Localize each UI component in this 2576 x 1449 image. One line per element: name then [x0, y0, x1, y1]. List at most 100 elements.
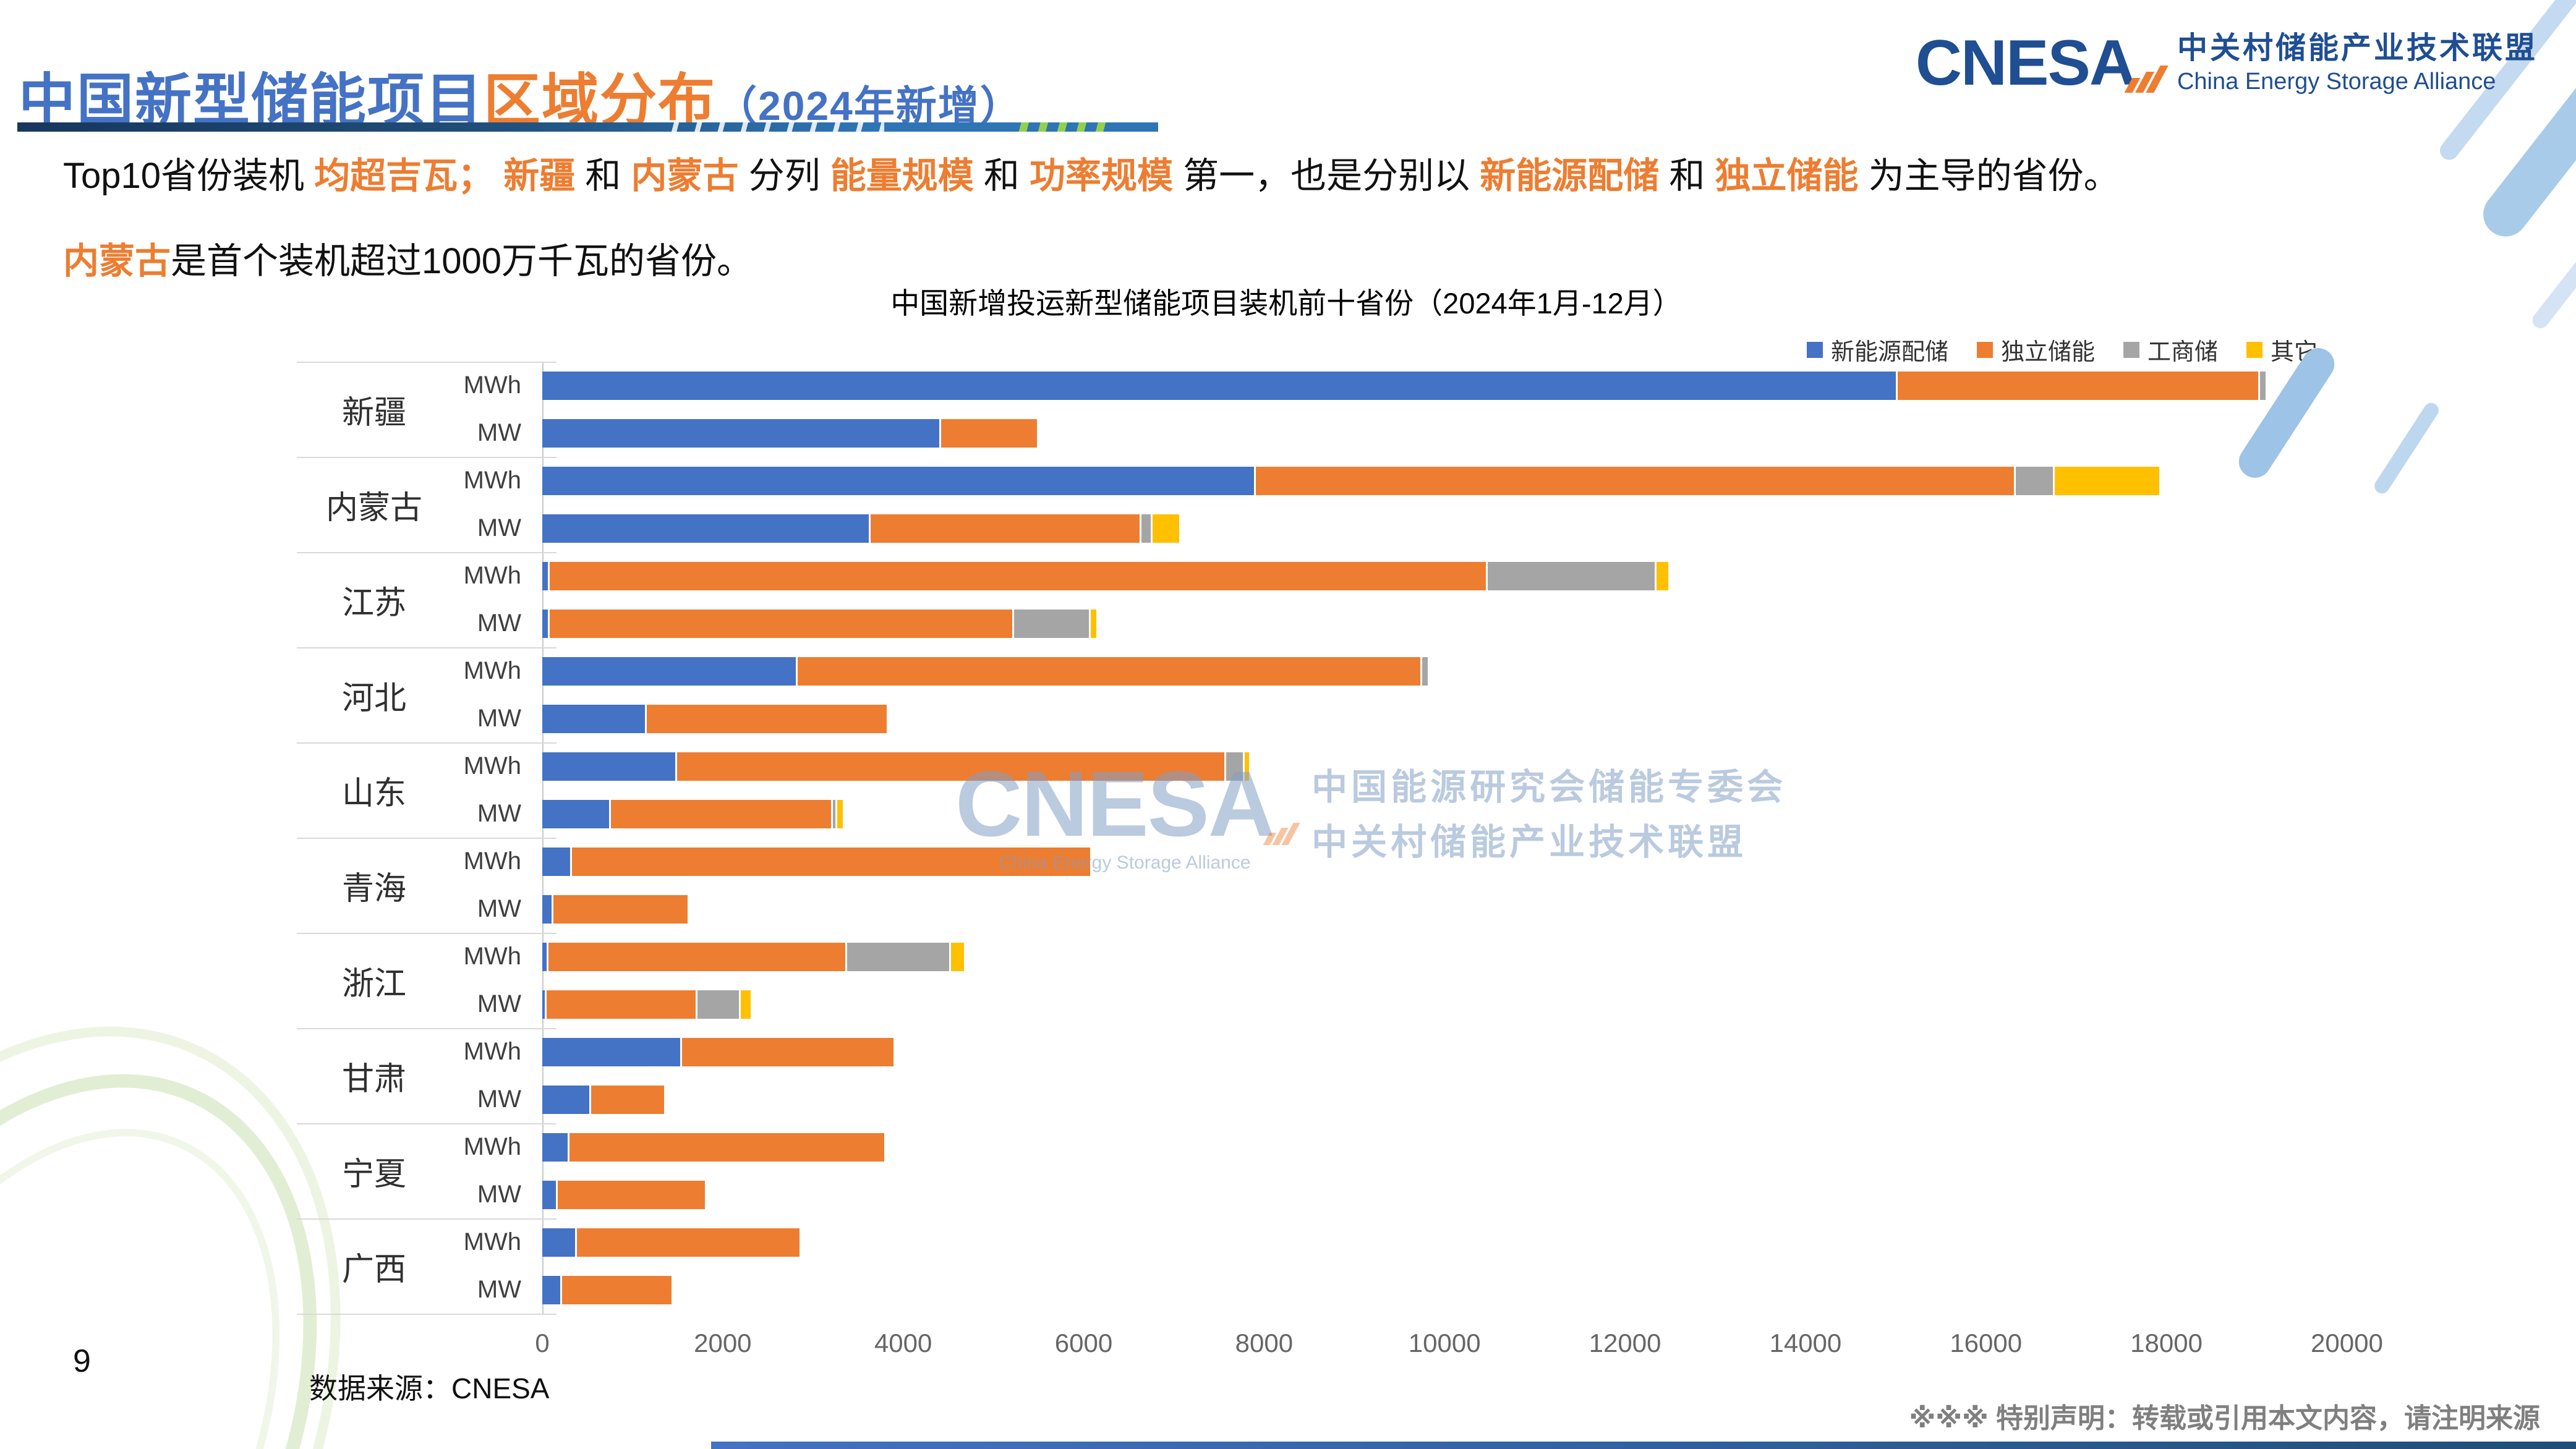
unit-label: MWh — [463, 467, 521, 494]
bar-track — [542, 1132, 2356, 1162]
bar-segment — [1897, 371, 2259, 400]
x-axis-tick-label: 20000 — [2311, 1328, 2383, 1358]
bar-segment — [542, 847, 571, 876]
x-axis-tick-label: 12000 — [1589, 1328, 1661, 1358]
bar-track — [542, 1085, 2356, 1114]
province-group: 宁夏 MWh MW — [297, 1123, 2356, 1218]
bar-segment — [682, 1037, 893, 1066]
province-label: 宁夏 — [341, 1156, 406, 1192]
bar-segment — [572, 847, 1090, 876]
unit-label: MWh — [463, 1038, 521, 1065]
bar-row: MWh — [451, 362, 2356, 409]
legend-marker-icon — [1806, 341, 1823, 358]
province-label: 新疆 — [341, 394, 406, 431]
bar-segment — [542, 1132, 568, 1162]
cnesa-logo-mark: CNESA — [1915, 27, 2169, 100]
bar-track — [542, 466, 2356, 495]
summary-text: Top10省份装机 均超吉瓦； 新疆 和 内蒙古 分列 能量规模 和 功率规模 … — [63, 148, 2351, 319]
bar-row: MWh — [451, 742, 2356, 790]
x-axis-tick-label: 0 — [535, 1328, 550, 1358]
bar-segment — [542, 942, 547, 971]
summary-highlight: 内蒙古 — [63, 240, 171, 281]
unit-label: MW — [477, 705, 521, 732]
province-group: 浙江 MWh MW — [297, 933, 2356, 1028]
summary-plain — [493, 156, 503, 196]
province-label: 广西 — [341, 1251, 406, 1288]
bar-row: MWh — [451, 552, 2356, 600]
bar-segment — [549, 609, 1013, 638]
bar-segment — [2054, 466, 2160, 495]
bar-segment — [941, 419, 1037, 448]
bar-segment — [1091, 609, 1097, 638]
cnesa-logo-en-name: China Energy Storage Alliance — [2177, 69, 2496, 95]
bar-segment — [610, 799, 831, 828]
bar-segment — [837, 799, 843, 828]
bar-row: MW — [451, 980, 2356, 1028]
x-axis-tick-label: 10000 — [1408, 1328, 1481, 1358]
summary-line-2: 内蒙古是首个装机超过1000万千瓦的省份。 — [63, 234, 2351, 289]
bar-segment — [542, 657, 796, 686]
legend-item: 独立储能 — [1976, 333, 2095, 367]
bar-row: MW — [451, 1171, 2356, 1218]
bar-row: MW — [451, 409, 2356, 457]
bar-segment — [741, 990, 751, 1019]
unit-label: MW — [477, 610, 521, 637]
chart-legend: 新能源配储 独立储能 工商储 其它 — [0, 333, 2318, 367]
x-axis-tick-label: 2000 — [694, 1328, 752, 1358]
page-title-part3: （2024年新增） — [716, 82, 1022, 129]
bar-segment — [576, 1228, 800, 1257]
bar-row: MWh — [451, 933, 2356, 980]
bar-segment — [542, 752, 675, 781]
bar-row: MWh — [451, 1218, 2356, 1266]
bar-segment — [542, 1228, 575, 1257]
summary-highlight: 能量规模 — [830, 156, 974, 196]
bar-segment — [833, 799, 836, 828]
unit-label: MWh — [463, 372, 521, 399]
bar-segment — [549, 561, 1486, 590]
bar-segment — [2016, 466, 2053, 495]
bar-track — [542, 894, 2356, 924]
bar-track — [542, 1180, 2356, 1209]
bar-segment — [547, 990, 696, 1019]
chart-title: 中国新增投运新型储能项目装机前十省份（2024年1月-12月） — [890, 287, 1682, 320]
province-group: 山东 MWh MW — [297, 742, 2356, 838]
summary-plain: 是首个装机超过1000万千瓦的省份。 — [171, 240, 753, 281]
province-label: 甘肃 — [341, 1061, 406, 1097]
province-label: 浙江 — [341, 966, 406, 1002]
bar-segment — [591, 1085, 665, 1114]
bar-segment — [542, 1180, 556, 1209]
bar-row: MW — [451, 600, 2356, 647]
summary-highlight: 新能源配储 — [1480, 156, 1660, 196]
bar-segment — [542, 466, 1255, 495]
bar-row: MW — [451, 790, 2356, 838]
unit-label: MW — [477, 800, 521, 827]
unit-label: MW — [477, 1276, 521, 1303]
unit-label: MW — [477, 1181, 521, 1208]
bar-segment — [1488, 561, 1655, 590]
unit-label: MWh — [463, 943, 521, 970]
summary-plain: 为主导的省份。 — [1858, 156, 2120, 196]
page-number: 9 — [73, 1343, 91, 1379]
cnesa-logo-slashes-icon — [2124, 66, 2169, 93]
x-axis-tick-label: 16000 — [1950, 1328, 2023, 1358]
cnesa-logo-text: CNESA — [1915, 27, 2136, 100]
province-group: 青海 MWh MW — [297, 838, 2356, 933]
bar-track — [542, 1228, 2356, 1257]
bar-segment — [542, 1275, 561, 1304]
unit-label: MWh — [463, 1228, 521, 1256]
bar-track — [542, 704, 2356, 733]
bar-segment — [542, 609, 548, 638]
bar-segment — [542, 514, 869, 543]
bar-row: MW — [451, 504, 2356, 552]
bar-segment — [562, 1275, 672, 1304]
bar-segment — [1014, 609, 1090, 638]
bar-row: MWh — [451, 457, 2356, 504]
legend-label: 独立储能 — [2000, 339, 2095, 365]
summary-plain: 第一，也是分别以 — [1173, 156, 1480, 196]
bar-segment — [1256, 466, 2015, 495]
bar-segment — [569, 1132, 885, 1162]
data-source-note: 数据来源：CNESA — [309, 1372, 550, 1404]
bar-segment — [1244, 752, 1249, 781]
unit-label: MW — [477, 1086, 521, 1113]
summary-plain: 和 — [1659, 156, 1715, 196]
